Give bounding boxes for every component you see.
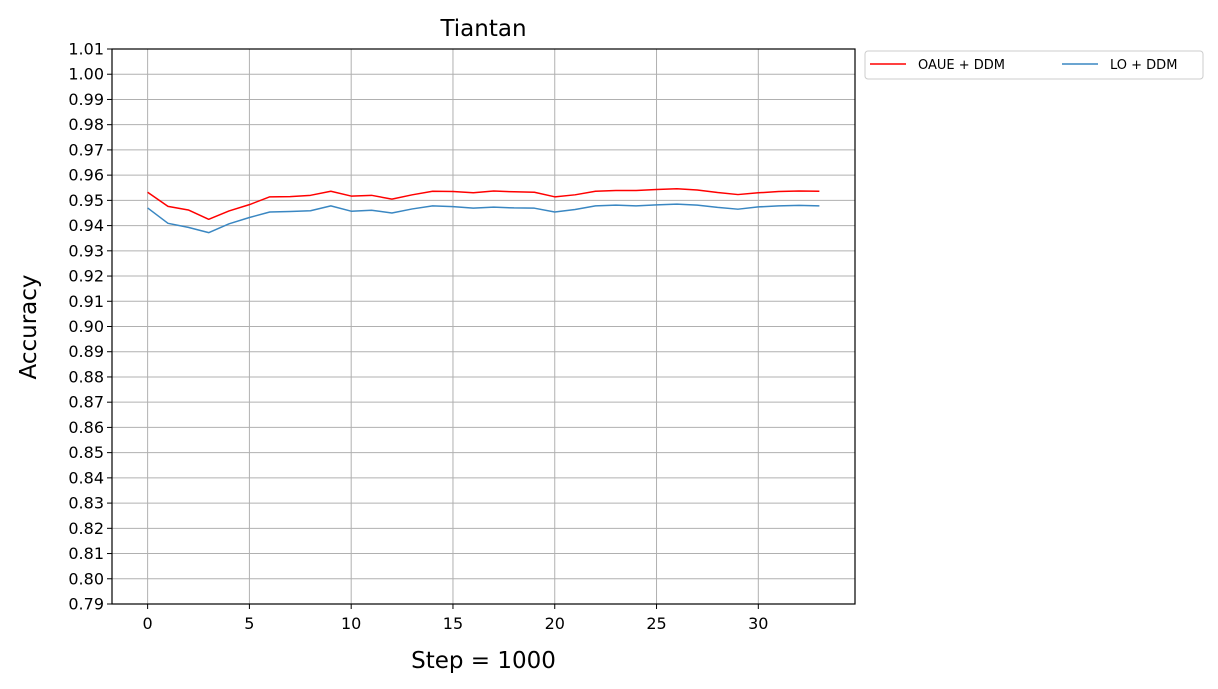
y-tick-label: 0.90 <box>68 317 104 336</box>
y-tick-label: 0.88 <box>68 367 104 386</box>
legend-label-oaue-ddm: OAUE + DDM <box>918 58 1005 73</box>
series-line-oaue-ddm <box>147 188 820 221</box>
x-tick-label: 15 <box>443 614 463 633</box>
y-tick-label: 0.95 <box>68 191 104 210</box>
y-tick-label: 0.96 <box>68 166 104 185</box>
y-tick-label: 1.01 <box>68 40 104 59</box>
y-tick-label: 0.89 <box>68 342 104 361</box>
x-tick-label: 10 <box>341 614 361 633</box>
y-tick-label: 0.86 <box>68 418 104 437</box>
y-axis-title: Accuracy <box>16 274 42 379</box>
y-tick-label: 0.87 <box>68 393 104 412</box>
y-tick-label: 1.00 <box>68 65 104 84</box>
y-tick-label: 0.81 <box>68 544 104 563</box>
x-tick-label: 25 <box>646 614 666 633</box>
x-axis-title: Step = 1000 <box>411 648 556 674</box>
y-tick-label: 0.91 <box>68 292 104 311</box>
y-tick-label: 0.93 <box>68 241 104 260</box>
chart-title: Tiantan <box>439 16 526 42</box>
y-tick-label: 0.94 <box>68 216 104 235</box>
legend-label-lo-ddm: LO + DDM <box>1110 58 1177 73</box>
x-tick-label: 5 <box>244 614 254 633</box>
y-tick-label: 0.98 <box>68 115 104 134</box>
series-layer <box>147 188 820 234</box>
x-tick-label: 20 <box>545 614 565 633</box>
axis-ticks: 0.79 0.80 0.81 0.82 0.83 0.84 0.85 0.86 0.87 0.88… <box>68 40 768 634</box>
y-tick-label: 0.80 <box>68 569 104 588</box>
y-tick-label: 0.83 <box>68 494 104 513</box>
y-tick-label: 0.84 <box>68 468 104 487</box>
series-line-lo-ddm <box>147 203 820 234</box>
x-tick-label: 30 <box>748 614 768 633</box>
legend-frame <box>864 50 1204 80</box>
y-tick-label: 0.85 <box>68 443 104 462</box>
y-tick-label: 0.82 <box>68 519 104 538</box>
y-tick-label: 0.92 <box>68 267 104 286</box>
x-tick-label: 0 <box>143 614 153 633</box>
y-tick-label: 0.79 <box>68 595 104 614</box>
y-tick-label: 0.99 <box>68 90 104 109</box>
legend: OAUE + DDM LO + DDM <box>864 50 1204 80</box>
y-tick-label: 0.97 <box>68 140 104 159</box>
